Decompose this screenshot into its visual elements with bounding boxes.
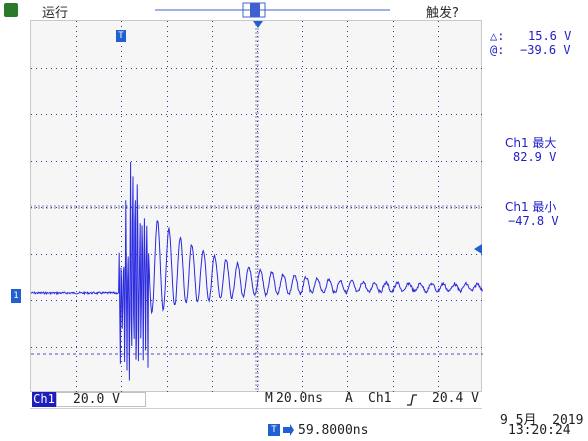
ch1-waveform	[31, 161, 483, 381]
measurement-max-label: Ch1 最大	[505, 136, 557, 150]
trigger-point-arrow-icon	[253, 21, 263, 28]
trigger-source[interactable]: Ch1	[368, 391, 392, 406]
measurement-min-label: Ch1 最小	[505, 200, 557, 214]
waveform-display[interactable]	[30, 20, 483, 392]
cursor-at-symbol: @:	[490, 43, 505, 57]
graticule	[31, 21, 482, 392]
trigger-level-arrow-icon[interactable]	[472, 244, 482, 254]
status-bar: 运行 触发?	[0, 0, 588, 21]
record-position-bar[interactable]	[0, 0, 588, 20]
channel-1-scale: 20.0 V	[73, 392, 120, 407]
cursor-delta-symbol: △:	[490, 29, 505, 43]
timebase-label: M	[265, 391, 273, 406]
measurement-max-value: 82.9 V	[513, 150, 557, 164]
run-status-label: 运行	[42, 6, 69, 21]
trigger-level[interactable]: 20.4 V	[432, 391, 479, 406]
trigger-mode: A	[345, 391, 353, 406]
measurement-min-value: −47.8 V	[508, 214, 559, 228]
trigger-offset-icon: T	[268, 424, 280, 436]
channel-1-tag[interactable]: Ch1	[32, 392, 56, 407]
trigger-position-marker-icon[interactable]: T	[116, 30, 126, 42]
channel-1-scale-box[interactable]: 20.0 V	[56, 392, 146, 407]
right-arrow-icon	[283, 424, 294, 436]
bottom-divider	[30, 408, 482, 409]
ch1-ground-marker-icon[interactable]: 1	[11, 289, 21, 303]
rising-edge-icon	[407, 394, 417, 406]
trigger-status-label: 触发?	[426, 6, 459, 21]
run-status-badge	[4, 3, 18, 17]
timebase-value[interactable]: 20.0ns	[276, 391, 323, 406]
time-display: 13:20:24	[508, 423, 571, 438]
cursor-delta-value: 15.6 V	[528, 29, 572, 43]
trigger-position-value[interactable]: 59.8000ns	[298, 423, 369, 438]
date-display: 9 5月 2019	[500, 413, 584, 428]
cursor-at-value: −39.6 V	[520, 43, 571, 57]
